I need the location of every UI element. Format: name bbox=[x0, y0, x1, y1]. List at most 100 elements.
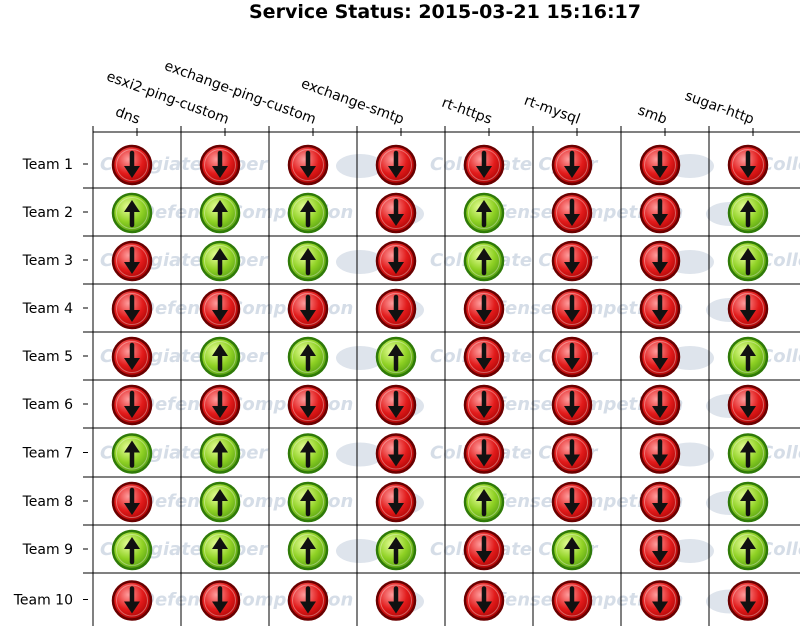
watermark-text: Collegiate Cyber bbox=[760, 539, 800, 560]
status-down-icon bbox=[375, 288, 417, 330]
status-up-icon bbox=[199, 240, 241, 282]
column-header-smb: smb bbox=[636, 103, 670, 128]
status-down-icon bbox=[551, 580, 593, 621]
row-label-team-9: Team 9 bbox=[22, 542, 73, 558]
watermark-shape bbox=[336, 154, 384, 178]
watermark-shape bbox=[336, 539, 384, 563]
status-up-icon bbox=[375, 529, 417, 571]
status-up-icon bbox=[287, 433, 329, 474]
status-down-icon bbox=[463, 336, 505, 378]
row-label-team-8: Team 8 bbox=[22, 494, 73, 510]
watermark-text: Collegiate Cyber bbox=[760, 346, 800, 367]
status-down-icon bbox=[199, 144, 241, 186]
status-up-icon bbox=[199, 481, 241, 523]
watermark-shape bbox=[336, 250, 384, 274]
status-down-icon bbox=[551, 240, 593, 282]
row-labels: Team 1 Team 2 Team 3 Team 4 Team 5 Team 6 Team… bbox=[13, 157, 73, 609]
status-down-icon bbox=[111, 240, 153, 282]
status-down-icon bbox=[639, 580, 681, 621]
status-down-icon bbox=[463, 384, 505, 426]
status-up-icon bbox=[727, 240, 769, 282]
chart-title: Service Status: 2015-03-21 15:16:17 bbox=[249, 1, 641, 23]
status-up-icon bbox=[463, 192, 505, 234]
watermark-text: Collegiate Cyber bbox=[760, 443, 800, 464]
status-down-icon bbox=[639, 433, 681, 474]
column-headers: dnsesxi2-ping-customexchange-ping-custom… bbox=[104, 58, 756, 128]
status-up-icon bbox=[199, 529, 241, 571]
status-up-icon bbox=[551, 529, 593, 571]
status-down-icon bbox=[463, 144, 505, 186]
status-down-icon bbox=[375, 192, 417, 234]
status-down-icon bbox=[551, 336, 593, 378]
status-down-icon bbox=[375, 144, 417, 186]
grid-layer bbox=[83, 126, 800, 626]
status-down-icon bbox=[639, 192, 681, 234]
status-down-icon bbox=[111, 144, 153, 186]
status-down-icon bbox=[111, 580, 153, 621]
status-down-icon bbox=[287, 144, 329, 186]
column-header-sugar-http: sugar-http bbox=[683, 88, 757, 128]
status-up-icon bbox=[287, 192, 329, 234]
status-down-icon bbox=[463, 580, 505, 621]
watermark-shape bbox=[336, 442, 384, 467]
row-label-team-10: Team 10 bbox=[13, 593, 73, 609]
status-up-icon bbox=[111, 192, 153, 234]
status-down-icon bbox=[463, 529, 505, 571]
status-down-icon bbox=[375, 384, 417, 426]
status-down-icon bbox=[639, 336, 681, 378]
status-down-icon bbox=[551, 481, 593, 523]
status-down-icon bbox=[639, 384, 681, 426]
status-up-icon bbox=[375, 336, 417, 378]
column-header-dns: dns bbox=[113, 104, 142, 128]
status-down-icon bbox=[375, 580, 417, 621]
status-up-icon bbox=[727, 529, 769, 571]
status-up-icon bbox=[727, 336, 769, 378]
status-down-icon bbox=[639, 529, 681, 571]
status-down-icon bbox=[111, 288, 153, 330]
status-up-icon bbox=[199, 336, 241, 378]
status-down-icon bbox=[199, 384, 241, 426]
status-up-icon bbox=[287, 240, 329, 282]
status-down-icon bbox=[375, 433, 417, 474]
status-down-icon bbox=[287, 288, 329, 330]
status-up-icon bbox=[287, 529, 329, 571]
status-up-icon bbox=[727, 433, 769, 474]
status-down-icon bbox=[463, 288, 505, 330]
row-label-team-6: Team 6 bbox=[22, 397, 73, 413]
watermark-text: Collegiate Cyber bbox=[760, 154, 800, 175]
status-down-icon bbox=[199, 288, 241, 330]
row-label-team-4: Team 4 bbox=[22, 301, 73, 317]
status-down-icon bbox=[551, 384, 593, 426]
status-down-icon bbox=[463, 433, 505, 474]
column-header-rt-mysql: rt-mysql bbox=[522, 93, 582, 128]
status-down-icon bbox=[199, 580, 241, 621]
status-up-icon bbox=[199, 192, 241, 234]
row-label-team-1: Team 1 bbox=[22, 157, 73, 173]
status-up-icon bbox=[463, 240, 505, 282]
status-up-icon bbox=[199, 433, 241, 474]
status-down-icon bbox=[551, 433, 593, 474]
status-down-icon bbox=[551, 144, 593, 186]
status-down-icon bbox=[551, 288, 593, 330]
status-up-icon bbox=[727, 481, 769, 523]
row-label-team-7: Team 7 bbox=[22, 446, 73, 462]
status-down-icon bbox=[639, 240, 681, 282]
status-up-icon bbox=[287, 336, 329, 378]
status-down-icon bbox=[639, 288, 681, 330]
status-down-icon bbox=[287, 580, 329, 621]
status-down-icon bbox=[111, 384, 153, 426]
status-down-icon bbox=[639, 144, 681, 186]
status-up-icon bbox=[111, 529, 153, 571]
column-header-rt-https: rt-https bbox=[439, 95, 494, 128]
column-header-exchange-ping-custom: exchange-ping-custom bbox=[162, 58, 318, 128]
status-down-icon bbox=[551, 192, 593, 234]
status-down-icon bbox=[111, 481, 153, 523]
status-up-icon bbox=[463, 481, 505, 523]
status-up-icon bbox=[287, 481, 329, 523]
status-up-icon bbox=[727, 192, 769, 234]
status-down-icon bbox=[287, 384, 329, 426]
status-up-icon bbox=[111, 433, 153, 474]
status-down-icon bbox=[727, 384, 769, 426]
status-down-icon bbox=[727, 580, 769, 621]
